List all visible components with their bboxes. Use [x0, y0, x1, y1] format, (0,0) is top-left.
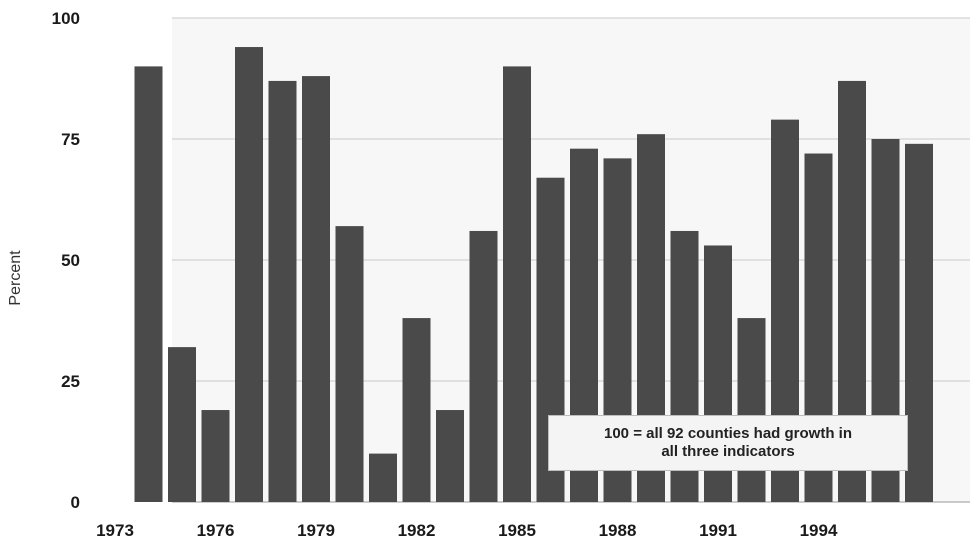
- y-axis-label: Percent: [7, 250, 24, 306]
- bar-1978: [268, 80, 297, 503]
- x-tick-label: 1973: [96, 521, 134, 540]
- y-tick-label: 0: [71, 493, 80, 512]
- annotation-line-1: 100 = all 92 counties had growth in: [604, 425, 852, 442]
- bar-1974: [134, 66, 163, 503]
- bar-1981: [369, 453, 397, 502]
- bar-1992: [737, 318, 766, 502]
- bar-1977: [235, 47, 263, 502]
- x-tick-label: 1991: [699, 521, 737, 540]
- x-tick-label: 1982: [398, 521, 436, 540]
- x-tick-label: 1976: [197, 521, 235, 540]
- x-tick-label: 1979: [297, 521, 335, 540]
- y-tick-label: 25: [61, 372, 80, 391]
- bar-1982: [402, 318, 431, 502]
- x-tick-label: 1988: [599, 521, 637, 540]
- x-tick-label: 1985: [498, 521, 536, 540]
- y-tick-label: 75: [61, 130, 80, 149]
- bar-1983: [436, 410, 464, 502]
- y-tick-label: 100: [52, 9, 80, 28]
- annotation-box: 100 = all 92 counties had growth in all …: [548, 415, 908, 471]
- y-axis-ticks: 100 75 50 25 0: [52, 9, 80, 512]
- annotation-line-2: all three indicators: [661, 443, 795, 460]
- x-axis-ticks: 1973 1976 1979 1982 1985 1988 1991 1994: [96, 521, 838, 540]
- y-tick-label: 50: [61, 251, 80, 270]
- bar-1976: [201, 410, 230, 502]
- bar-1997: [905, 143, 933, 502]
- bar-1980: [335, 226, 364, 502]
- bar-1979: [302, 76, 330, 502]
- bar-1985: [503, 66, 531, 503]
- bar-1975: [168, 347, 196, 502]
- bar-1984: [469, 230, 498, 502]
- x-tick-label: 1994: [800, 521, 838, 540]
